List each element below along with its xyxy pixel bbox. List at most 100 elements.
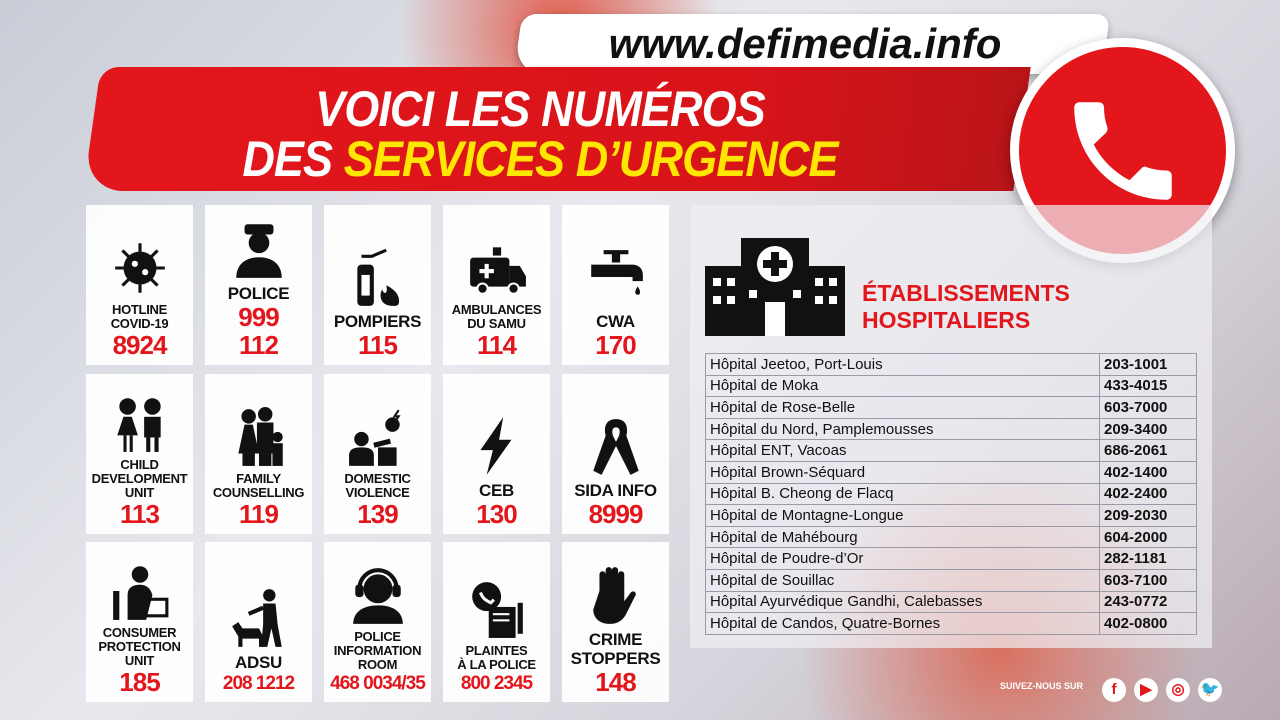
service-number[interactable]: 170 bbox=[595, 330, 636, 360]
table-row: Hôpital de Moka 433-4015 bbox=[705, 374, 1197, 398]
service-label: CONSUMER bbox=[102, 625, 177, 640]
hospital-phone[interactable]: 402-0800 bbox=[1099, 612, 1197, 635]
hospital-phone[interactable]: 603-7000 bbox=[1099, 396, 1197, 419]
children-icon bbox=[116, 398, 161, 452]
service-number[interactable]: 208 1212 bbox=[222, 673, 295, 694]
hospital-name: Hôpital de Souillac bbox=[705, 568, 1100, 592]
heading-line: HOSPITALIERS bbox=[862, 307, 1031, 333]
service-card: FAMILY COUNSELLING 119 bbox=[205, 374, 312, 534]
page-title: VOICI LES NUMÉROS DES SERVICES D’URGENCE bbox=[234, 84, 846, 184]
table-row: Hôpital de Montagne-Longue 209-2030 bbox=[705, 504, 1197, 527]
service-number[interactable]: 8924 bbox=[112, 330, 168, 360]
hospital-phone[interactable]: 402-1400 bbox=[1099, 460, 1197, 484]
fire-extinguisher-icon bbox=[356, 248, 399, 306]
hospital-phone[interactable]: 603-7100 bbox=[1099, 568, 1197, 592]
hospital-phone[interactable]: 209-2030 bbox=[1099, 504, 1197, 527]
hospital-name: Hôpital B. Cheong de Flacq bbox=[705, 482, 1100, 506]
hospital-name: Hôpital de Poudre-d’Or bbox=[705, 547, 1100, 570]
hospital-name: Hôpital de Montagne-Longue bbox=[705, 504, 1100, 527]
service-number[interactable]: 999 bbox=[238, 302, 279, 332]
service-label: VIOLENCE bbox=[345, 485, 410, 500]
hospital-phone[interactable]: 402-2400 bbox=[1099, 482, 1197, 506]
service-label: UNIT bbox=[124, 485, 155, 500]
service-label: DOMESTIC bbox=[344, 471, 411, 486]
service-label: À LA POLICE bbox=[457, 657, 536, 672]
service-number[interactable]: 130 bbox=[476, 499, 517, 529]
phone-complaint-icon bbox=[471, 582, 523, 638]
hospital-phone[interactable]: 209-3400 bbox=[1099, 417, 1197, 441]
hospital-name: Hôpital du Nord, Pamplemousses bbox=[705, 417, 1100, 441]
family-icon bbox=[237, 407, 283, 466]
service-number[interactable]: 119 bbox=[239, 499, 279, 529]
service-number[interactable]: 148 bbox=[595, 667, 636, 697]
instagram-icon[interactable]: ◎ bbox=[1166, 678, 1190, 702]
table-row: Hôpital de Mahébourg 604-2000 bbox=[705, 525, 1197, 549]
service-label: COUNSELLING bbox=[212, 485, 305, 500]
service-label: ADSU bbox=[235, 653, 282, 672]
ambulance-icon bbox=[469, 247, 526, 295]
table-row: Hôpital de Souillac 603-7100 bbox=[705, 568, 1197, 592]
service-label: COVID-19 bbox=[110, 316, 169, 331]
police-officer-icon bbox=[235, 224, 282, 278]
hospital-phone[interactable]: 433-4015 bbox=[1099, 374, 1197, 398]
facebook-icon[interactable]: f bbox=[1102, 678, 1126, 702]
youtube-icon[interactable]: ▶ bbox=[1134, 678, 1158, 702]
service-label: PROTECTION bbox=[98, 639, 181, 654]
table-row: Hôpital Jeetoo, Port-Louis 203-1001 bbox=[705, 353, 1197, 376]
ribbon-icon bbox=[592, 419, 639, 475]
service-card: CWA 170 bbox=[562, 205, 669, 365]
hospital-phone[interactable]: 604-2000 bbox=[1099, 525, 1197, 549]
service-card: POLICE INFORMATION ROOM 468 0034/35 bbox=[324, 542, 431, 702]
water-tap-icon bbox=[590, 250, 643, 295]
hospital-name: Hôpital Brown-Séquard bbox=[705, 460, 1100, 484]
website-url[interactable]: www.defimedia.info bbox=[608, 20, 1002, 67]
service-label: CHILD bbox=[120, 457, 159, 472]
service-label: DU SAMU bbox=[467, 316, 526, 331]
title-line-2: DES bbox=[242, 131, 344, 187]
title-line-1: VOICI LES NUMÉROS bbox=[315, 81, 766, 137]
service-label: CWA bbox=[596, 312, 635, 331]
service-number[interactable]: 115 bbox=[358, 330, 398, 360]
lightning-icon bbox=[479, 417, 511, 475]
table-row: Hôpital du Nord, Pamplemousses 209-3400 bbox=[705, 417, 1197, 441]
service-card: CONSUMER PROTECTION UNIT 185 bbox=[86, 542, 193, 702]
service-number[interactable]: 114 bbox=[477, 330, 517, 360]
service-number[interactable]: 113 bbox=[120, 499, 160, 529]
service-label: FAMILY bbox=[236, 471, 281, 486]
hospital-phone[interactable]: 282-1181 bbox=[1099, 547, 1197, 570]
service-label: CRIME bbox=[588, 630, 643, 649]
hospital-phone[interactable]: 686-2061 bbox=[1099, 439, 1197, 462]
hospital-name: Hôpital Ayurvédique Gandhi, Calebasses bbox=[705, 590, 1100, 614]
table-row: Hôpital de Poudre-d’Or 282-1181 bbox=[705, 547, 1197, 570]
service-label: PLAINTES bbox=[465, 643, 528, 658]
service-number[interactable]: 468 0034/35 bbox=[330, 673, 426, 694]
title-highlight: SERVICES D’URGENCE bbox=[343, 131, 839, 187]
hospital-phone[interactable]: 243-0772 bbox=[1099, 590, 1197, 614]
service-number[interactable]: 800 2345 bbox=[460, 673, 533, 694]
service-number[interactable]: 139 bbox=[357, 499, 398, 529]
table-row: Hôpital ENT, Vacoas 686-2061 bbox=[705, 439, 1197, 462]
service-label: SIDA INFO bbox=[574, 481, 657, 500]
service-label: POLICE bbox=[354, 629, 401, 644]
table-row: Hôpital Brown-Séquard 402-1400 bbox=[705, 460, 1197, 484]
hospital-name: Hôpital de Candos, Quatre-Bornes bbox=[705, 612, 1100, 635]
service-label: AMBULANCES bbox=[451, 302, 542, 317]
twitter-icon[interactable]: 🐦 bbox=[1198, 678, 1222, 702]
hospital-phone[interactable]: 203-1001 bbox=[1099, 353, 1197, 376]
service-number[interactable]: 8999 bbox=[588, 499, 644, 529]
dog-handler-icon bbox=[231, 589, 282, 647]
service-number[interactable]: 112 bbox=[239, 330, 279, 360]
service-number[interactable]: 185 bbox=[119, 667, 160, 697]
service-label: STOPPERS bbox=[570, 649, 661, 668]
service-label: CEB bbox=[479, 481, 514, 500]
hospital-name: Hôpital de Rose-Belle bbox=[705, 396, 1100, 419]
service-card: POLICE 999 112 bbox=[205, 205, 312, 365]
domestic-violence-icon bbox=[348, 409, 401, 466]
service-label: POLICE bbox=[227, 284, 290, 303]
virus-icon bbox=[114, 243, 165, 293]
follow-label: SUIVEZ-NOUS SUR bbox=[1000, 681, 1084, 691]
service-card: CHILD DEVELOPMENT UNIT 113 bbox=[86, 374, 193, 534]
service-card: PLAINTES À LA POLICE 800 2345 bbox=[443, 542, 550, 702]
stop-hand-icon bbox=[592, 567, 636, 624]
service-card: AMBULANCES DU SAMU 114 bbox=[443, 205, 550, 365]
